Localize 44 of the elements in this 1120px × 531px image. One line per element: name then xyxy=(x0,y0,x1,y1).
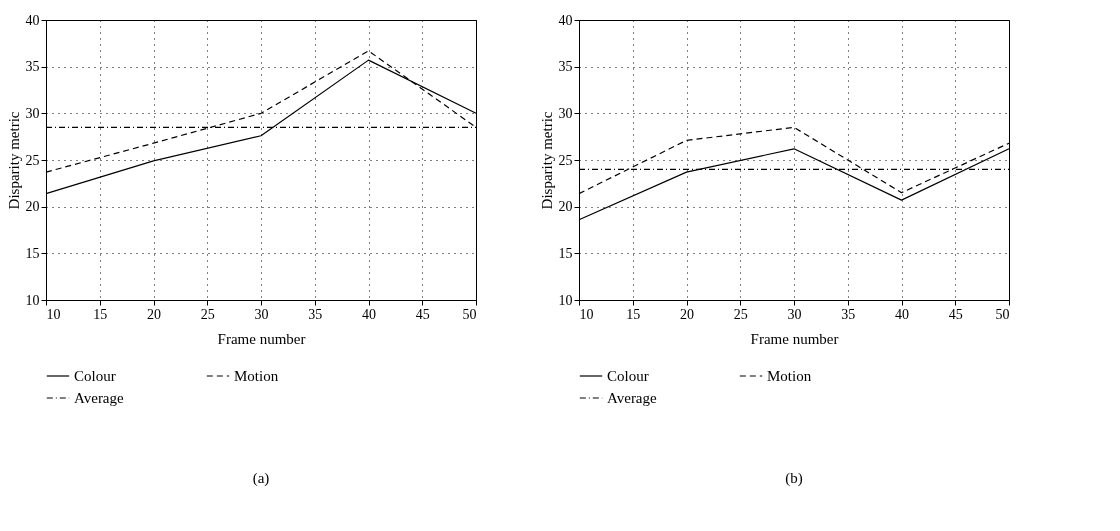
x-tick-label: 10 xyxy=(46,306,61,322)
legend-label: Average xyxy=(74,390,125,406)
x-axis-title: Frame number xyxy=(750,330,839,347)
y-tick-label: 30 xyxy=(558,105,573,121)
x-tick-label: 25 xyxy=(200,306,215,322)
y-axis-title: Disparity metric xyxy=(5,111,22,210)
x-tick-label: 45 xyxy=(948,306,963,322)
x-tick-label: 25 xyxy=(733,306,748,322)
legend-label: Colour xyxy=(74,368,116,384)
text: (a) xyxy=(252,470,270,487)
x-axis-title: Frame number xyxy=(217,330,306,347)
x-tick-label: 40 xyxy=(895,306,909,322)
legend-label: Motion xyxy=(767,368,812,384)
y-tick-label: 40 xyxy=(558,12,573,28)
legend-label: Motion xyxy=(234,368,279,384)
x-tick-label: 35 xyxy=(308,306,323,322)
x-tick-label: 15 xyxy=(626,306,641,322)
y-tick-label: 10 xyxy=(558,292,573,308)
x-tick-label: 10 xyxy=(579,306,594,322)
y-tick-label: 20 xyxy=(25,199,40,215)
y-tick-label: 40 xyxy=(25,12,40,28)
y-tick-label: 25 xyxy=(25,152,40,168)
text: (b) xyxy=(785,470,803,487)
x-tick-label: 20 xyxy=(147,306,161,322)
y-tick-label: 30 xyxy=(25,105,40,121)
legend-label: Average xyxy=(607,390,658,406)
x-tick-label: 50 xyxy=(995,306,1010,322)
y-tick-label: 15 xyxy=(558,245,573,261)
y-tick-label: 25 xyxy=(558,152,573,168)
y-axis-title: Disparity metric xyxy=(538,111,555,210)
legend-label: Colour xyxy=(607,368,649,384)
y-tick-label: 15 xyxy=(25,245,40,261)
x-tick-label: 50 xyxy=(462,306,477,322)
y-tick-label: 35 xyxy=(25,59,40,75)
x-tick-label: 40 xyxy=(362,306,376,322)
x-tick-label: 35 xyxy=(841,306,856,322)
y-tick-label: 10 xyxy=(25,292,40,308)
y-tick-label: 20 xyxy=(558,199,573,215)
x-tick-label: 45 xyxy=(415,306,430,322)
x-tick-label: 20 xyxy=(680,306,694,322)
x-tick-label: 30 xyxy=(254,306,269,322)
x-tick-label: 30 xyxy=(787,306,802,322)
x-tick-label: 15 xyxy=(93,306,108,322)
y-tick-label: 35 xyxy=(558,59,573,75)
